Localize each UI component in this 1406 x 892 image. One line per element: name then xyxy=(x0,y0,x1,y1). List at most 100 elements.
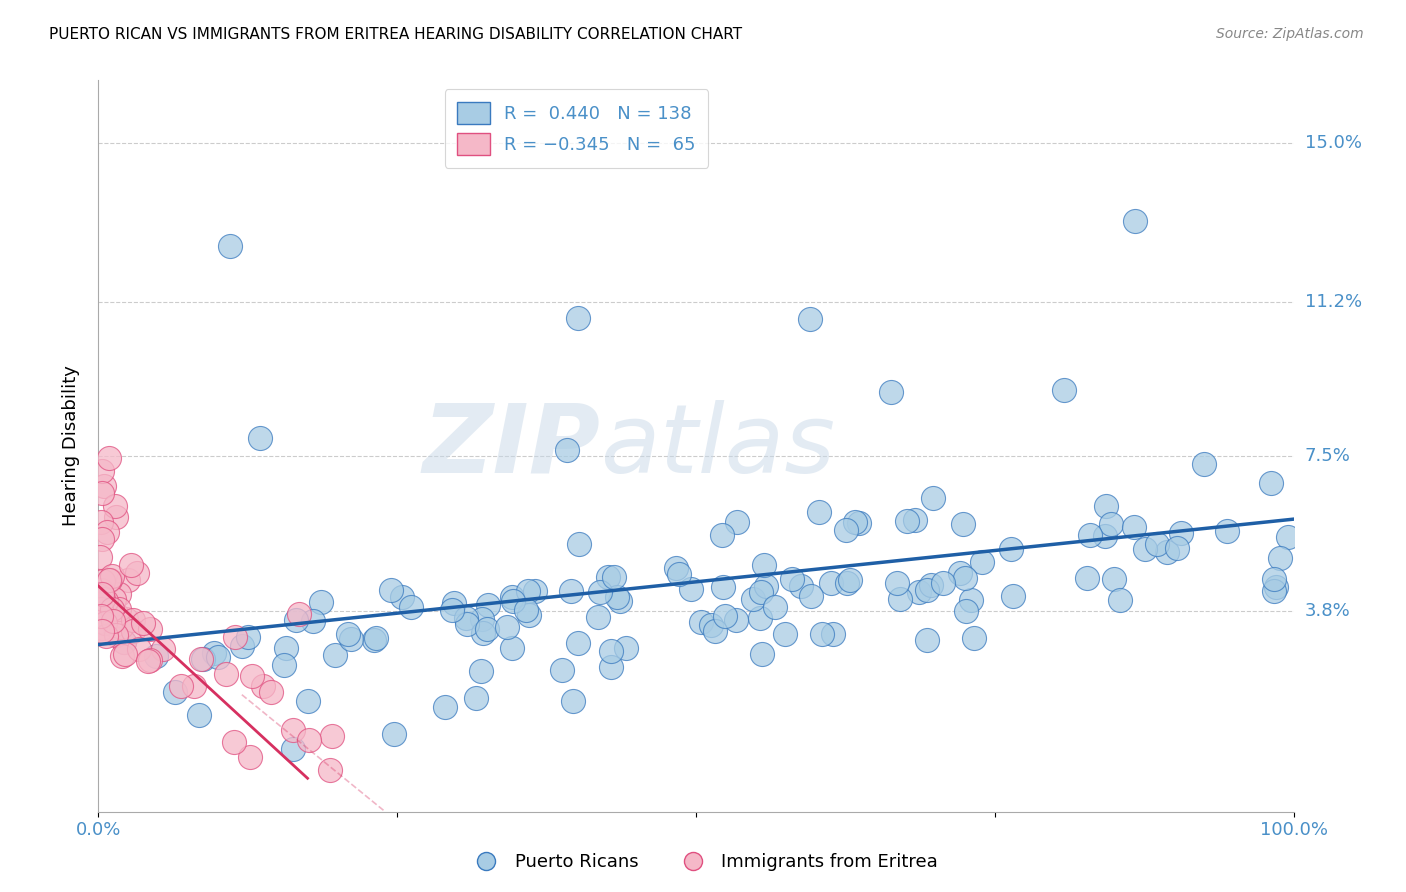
Point xyxy=(1194,457,1216,471)
Point xyxy=(114,647,136,661)
Point xyxy=(363,633,385,648)
Point xyxy=(960,593,983,607)
Point xyxy=(1078,527,1101,541)
Point xyxy=(711,580,734,594)
Text: 7.5%: 7.5% xyxy=(1305,448,1351,466)
Point xyxy=(820,576,842,591)
Point xyxy=(700,618,723,632)
Point xyxy=(501,590,523,604)
Point xyxy=(91,591,114,606)
Point xyxy=(1170,526,1192,541)
Point xyxy=(1000,541,1022,556)
Point xyxy=(586,610,609,624)
Text: 11.2%: 11.2% xyxy=(1305,293,1362,310)
Point xyxy=(96,629,118,643)
Point xyxy=(91,621,114,635)
Point xyxy=(703,624,725,638)
Point xyxy=(122,624,145,639)
Point xyxy=(110,620,132,634)
Point xyxy=(1263,583,1285,598)
Point xyxy=(470,664,492,678)
Point xyxy=(187,707,209,722)
Point xyxy=(202,646,225,660)
Point xyxy=(1260,476,1282,491)
Point xyxy=(952,517,974,532)
Point xyxy=(603,570,626,584)
Point xyxy=(103,591,125,606)
Point xyxy=(907,585,929,599)
Point xyxy=(681,582,703,597)
Point xyxy=(741,591,763,606)
Point xyxy=(1146,537,1168,551)
Point xyxy=(93,479,115,493)
Point xyxy=(690,615,713,630)
Point xyxy=(596,570,619,584)
Point xyxy=(90,624,112,638)
Point xyxy=(103,618,125,632)
Point xyxy=(91,587,114,601)
Point xyxy=(903,513,925,527)
Point xyxy=(749,585,772,599)
Point xyxy=(551,663,574,677)
Point xyxy=(844,515,866,529)
Point xyxy=(799,312,821,326)
Point xyxy=(837,576,859,591)
Point xyxy=(319,763,342,777)
Point xyxy=(90,609,112,624)
Point xyxy=(665,561,688,575)
Point xyxy=(523,584,546,599)
Point xyxy=(751,647,773,661)
Point xyxy=(568,536,591,550)
Point xyxy=(953,571,976,585)
Point xyxy=(276,640,298,655)
Point xyxy=(711,527,734,541)
Point xyxy=(121,558,143,572)
Point xyxy=(496,620,519,634)
Point xyxy=(90,614,112,628)
Point xyxy=(1268,550,1291,565)
Point xyxy=(915,582,938,597)
Point xyxy=(183,679,205,693)
Point xyxy=(713,609,735,624)
Point xyxy=(89,550,111,565)
Text: ZIP: ZIP xyxy=(422,400,600,492)
Point xyxy=(589,585,612,599)
Point xyxy=(456,617,478,632)
Point xyxy=(441,603,464,617)
Point xyxy=(949,566,972,580)
Point xyxy=(165,685,187,699)
Point xyxy=(239,749,262,764)
Point xyxy=(915,632,938,647)
Text: atlas: atlas xyxy=(600,400,835,492)
Point xyxy=(755,579,778,593)
Point xyxy=(222,735,245,749)
Point xyxy=(112,635,135,649)
Point xyxy=(1094,529,1116,543)
Text: 3.8%: 3.8% xyxy=(1305,602,1350,620)
Point xyxy=(1104,572,1126,586)
Point xyxy=(273,657,295,672)
Point xyxy=(240,668,263,682)
Point xyxy=(90,515,112,529)
Point xyxy=(886,575,908,590)
Point xyxy=(117,573,139,587)
Point xyxy=(236,630,259,644)
Text: Source: ZipAtlas.com: Source: ZipAtlas.com xyxy=(1216,27,1364,41)
Point xyxy=(112,635,135,649)
Point xyxy=(889,592,911,607)
Point xyxy=(122,613,145,627)
Point xyxy=(1166,541,1188,556)
Point xyxy=(311,594,333,608)
Point xyxy=(810,626,832,640)
Point xyxy=(399,600,422,615)
Point xyxy=(1156,545,1178,559)
Point xyxy=(1053,384,1076,398)
Point xyxy=(132,616,155,631)
Point xyxy=(921,491,943,505)
Point xyxy=(336,627,359,641)
Point xyxy=(138,623,160,637)
Point xyxy=(224,630,246,644)
Point xyxy=(502,594,524,608)
Point xyxy=(606,590,628,604)
Point xyxy=(105,627,128,641)
